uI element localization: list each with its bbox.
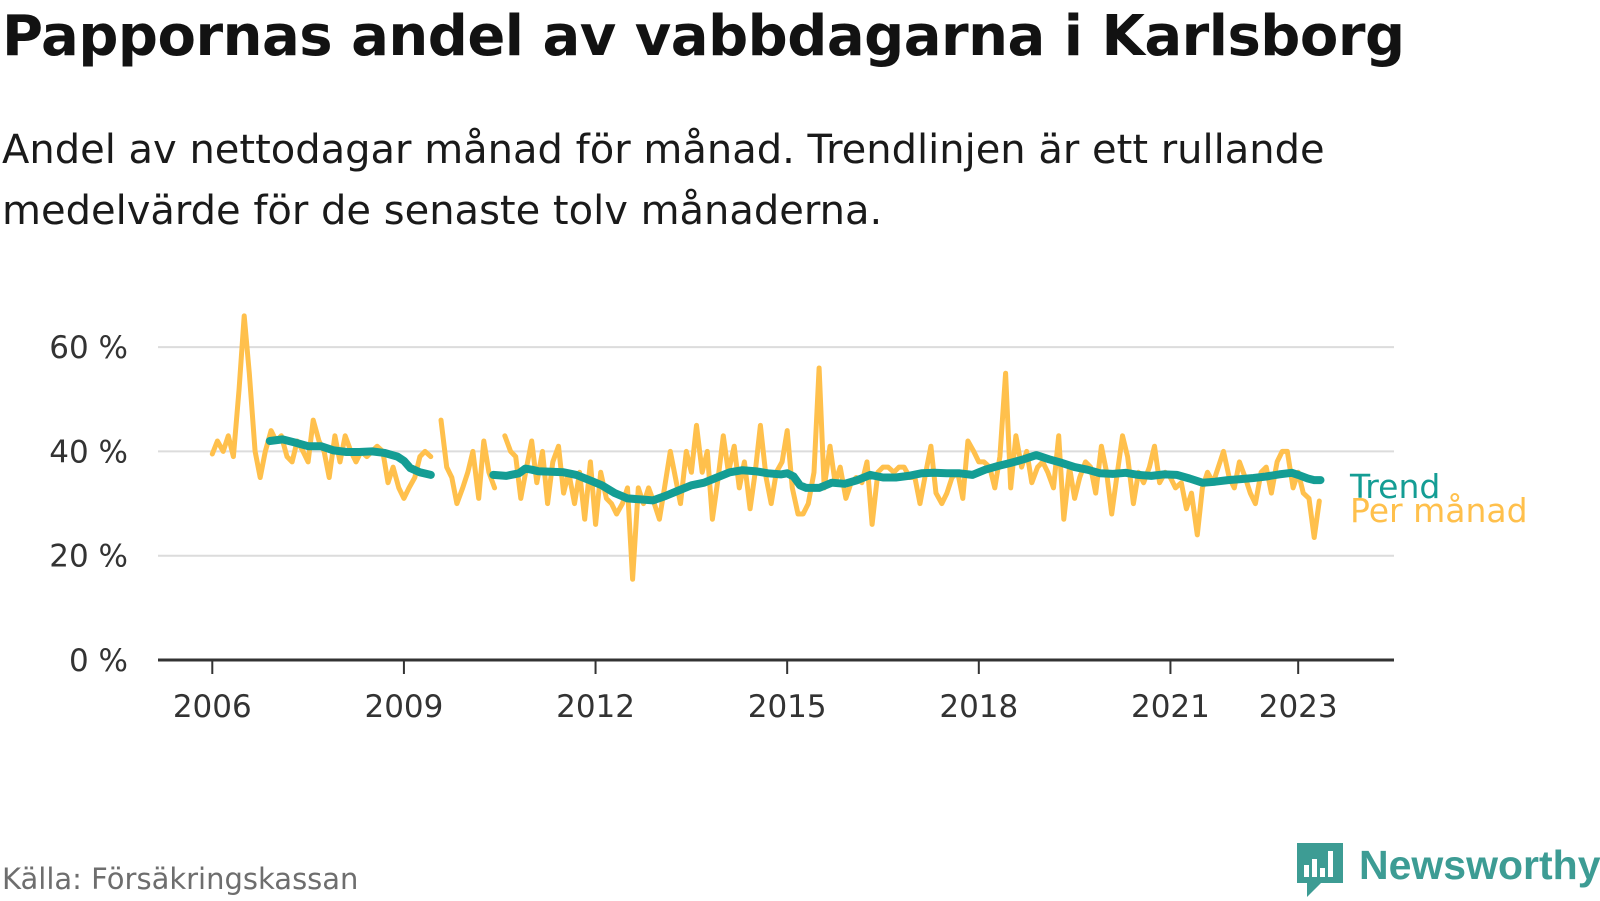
y-tick-label: 40 % [49, 434, 128, 470]
chart-subtitle: Andel av nettodagar månad för månad. Tre… [2, 127, 1325, 234]
line-chart: 0 % 20 % 40 % 60 % 2006 2009 2012 2015 2018 2021… [49, 313, 1528, 725]
x-tick-label: 2015 [748, 689, 827, 725]
series-lines [209, 313, 1325, 582]
bar-chart-speech-bubble-icon [1297, 843, 1343, 897]
x-tick-label: 2023 [1259, 689, 1338, 725]
series-label-trend: Trend [1349, 467, 1440, 506]
y-tick-label: 20 % [49, 539, 128, 575]
series-label-per-manad: Per månad [1350, 491, 1528, 530]
y-tick-label: 60 % [49, 330, 128, 366]
x-tick-label: 2012 [556, 689, 635, 725]
source-note: Källa: Försäkringskassan [2, 862, 359, 896]
y-tick-label: 0 % [69, 643, 128, 679]
x-tick-label: 2009 [364, 689, 443, 725]
x-tick-label: 2021 [1131, 689, 1210, 725]
series-line-per-manad [209, 313, 1322, 582]
x-axis: 2006 2009 2012 2015 2018 2021 2023 [158, 658, 1394, 725]
chart-title: Pappornas andel av vabbdagarna i Karlsbo… [2, 4, 1405, 69]
x-tick-label: 2006 [173, 689, 252, 725]
brand-name: Newsworthy [1359, 842, 1600, 888]
newsworthy-logo: Newsworthy [1295, 841, 1600, 901]
x-tick-label: 2018 [939, 689, 1018, 725]
y-axis-labels: 0 % 20 % 40 % 60 % [49, 330, 128, 679]
series-line-trend [265, 435, 1325, 505]
